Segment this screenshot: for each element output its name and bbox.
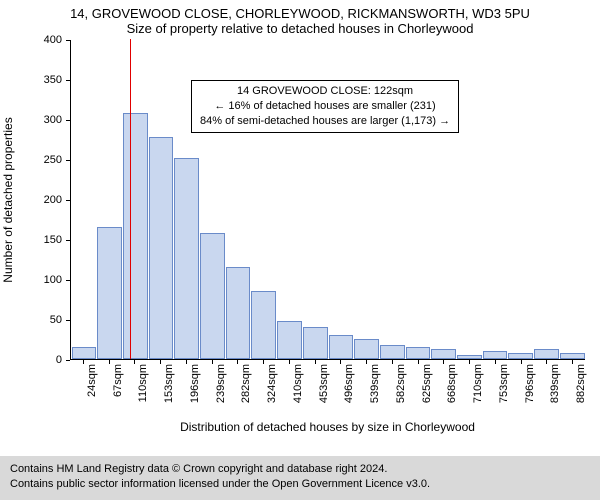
bar-slot bbox=[508, 40, 534, 359]
histogram-bar bbox=[560, 353, 585, 359]
x-tick-mark bbox=[572, 360, 573, 364]
x-tick-mark bbox=[495, 360, 496, 364]
bar-slot bbox=[71, 40, 97, 359]
histogram-bar bbox=[508, 353, 533, 359]
x-axis-label: Distribution of detached houses by size … bbox=[70, 420, 585, 434]
x-tick-label: 196sqm bbox=[189, 364, 201, 414]
annotation-line3: 84% of semi-detached houses are larger (… bbox=[200, 114, 450, 129]
annotation-box: 14 GROVEWOOD CLOSE: 122sqm ← 16% of deta… bbox=[191, 80, 459, 133]
histogram-bar bbox=[149, 137, 174, 359]
histogram-bar bbox=[406, 347, 431, 359]
x-tick-mark bbox=[109, 360, 110, 364]
x-tick-label: 625sqm bbox=[421, 364, 433, 414]
chart-title-sub: Size of property relative to detached ho… bbox=[0, 21, 600, 40]
x-tick-label: 110sqm bbox=[137, 364, 149, 414]
chart-title-main: 14, GROVEWOOD CLOSE, CHORLEYWOOD, RICKMA… bbox=[0, 0, 600, 21]
x-tick-label: 239sqm bbox=[215, 364, 227, 414]
histogram-bar bbox=[354, 339, 379, 359]
y-axis-label: Number of detached properties bbox=[1, 117, 15, 282]
histogram-bar bbox=[72, 347, 97, 359]
marker-line bbox=[130, 39, 131, 359]
annotation-line1: 14 GROVEWOOD CLOSE: 122sqm bbox=[200, 84, 450, 99]
x-tick-label: 324sqm bbox=[266, 364, 278, 414]
x-tick-mark bbox=[366, 360, 367, 364]
bar-slot bbox=[457, 40, 483, 359]
bar-slot bbox=[482, 40, 508, 359]
x-tick-mark bbox=[469, 360, 470, 364]
bar-slot bbox=[534, 40, 560, 359]
histogram-bar bbox=[431, 349, 456, 359]
histogram-bar bbox=[277, 321, 302, 359]
histogram-bar bbox=[200, 233, 225, 359]
bar-slot bbox=[97, 40, 123, 359]
histogram-bar bbox=[329, 335, 354, 359]
x-tick-mark bbox=[83, 360, 84, 364]
x-tick-label: 539sqm bbox=[369, 364, 381, 414]
footer: Contains HM Land Registry data © Crown c… bbox=[0, 456, 600, 500]
x-tick-label: 282sqm bbox=[240, 364, 252, 414]
histogram-bar bbox=[534, 349, 559, 359]
x-tick-mark bbox=[212, 360, 213, 364]
histogram-bar bbox=[226, 267, 251, 359]
x-tick-label: 796sqm bbox=[524, 364, 536, 414]
x-tick-label: 410sqm bbox=[292, 364, 304, 414]
x-tick-label: 496sqm bbox=[343, 364, 355, 414]
bar-slot bbox=[559, 40, 585, 359]
x-tick-mark bbox=[263, 360, 264, 364]
x-tick-label: 668sqm bbox=[446, 364, 458, 414]
histogram-bar bbox=[97, 227, 122, 359]
histogram-bar bbox=[251, 291, 276, 359]
histogram-bar bbox=[303, 327, 328, 359]
x-tick-mark bbox=[289, 360, 290, 364]
annotation-line2: ← 16% of detached houses are smaller (23… bbox=[200, 99, 450, 114]
bar-slot bbox=[148, 40, 174, 359]
bar-slot bbox=[122, 40, 148, 359]
footer-line1: Contains HM Land Registry data © Crown c… bbox=[10, 462, 590, 477]
histogram-bar bbox=[174, 158, 199, 359]
x-tick-mark bbox=[186, 360, 187, 364]
x-tick-label: 710sqm bbox=[472, 364, 484, 414]
x-tick-mark bbox=[521, 360, 522, 364]
x-tick-mark bbox=[134, 360, 135, 364]
x-tick-mark bbox=[392, 360, 393, 364]
x-tick-mark bbox=[546, 360, 547, 364]
x-tick-mark bbox=[237, 360, 238, 364]
x-tick-label: 67sqm bbox=[112, 364, 124, 414]
x-tick-mark bbox=[418, 360, 419, 364]
plot-area: 14 GROVEWOOD CLOSE: 122sqm ← 16% of deta… bbox=[70, 40, 585, 360]
x-tick-label: 882sqm bbox=[575, 364, 587, 414]
histogram-bar bbox=[380, 345, 405, 359]
x-tick-label: 24sqm bbox=[86, 364, 98, 414]
x-tick-label: 153sqm bbox=[163, 364, 175, 414]
x-tick-label: 582sqm bbox=[395, 364, 407, 414]
x-tick-label: 839sqm bbox=[549, 364, 561, 414]
histogram-bar bbox=[123, 113, 148, 359]
x-tick-label: 753sqm bbox=[498, 364, 510, 414]
x-tick-label: 453sqm bbox=[318, 364, 330, 414]
histogram-bar bbox=[483, 351, 508, 359]
footer-line2: Contains public sector information licen… bbox=[10, 477, 590, 492]
histogram-bar bbox=[457, 355, 482, 359]
x-tick-mark bbox=[340, 360, 341, 364]
x-tick-mark bbox=[443, 360, 444, 364]
histogram-chart: Number of detached properties 0501001502… bbox=[0, 40, 600, 410]
x-tick-mark bbox=[160, 360, 161, 364]
x-tick-mark bbox=[315, 360, 316, 364]
